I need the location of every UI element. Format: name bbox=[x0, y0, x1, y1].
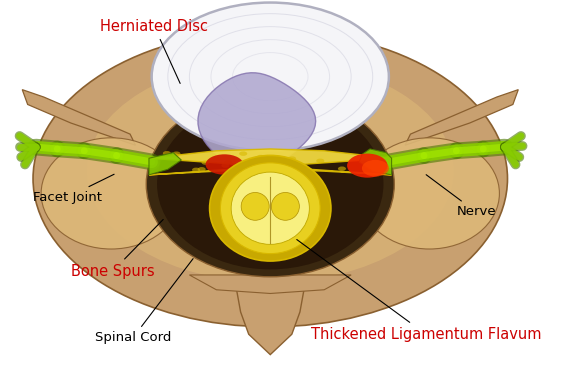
Ellipse shape bbox=[151, 3, 389, 151]
Ellipse shape bbox=[359, 138, 499, 249]
Ellipse shape bbox=[222, 163, 230, 168]
Ellipse shape bbox=[157, 99, 383, 269]
Ellipse shape bbox=[146, 92, 394, 277]
Ellipse shape bbox=[87, 60, 454, 282]
Ellipse shape bbox=[289, 167, 298, 172]
Ellipse shape bbox=[362, 160, 389, 177]
Polygon shape bbox=[235, 282, 305, 355]
Ellipse shape bbox=[201, 160, 209, 165]
Polygon shape bbox=[405, 90, 519, 145]
Ellipse shape bbox=[220, 163, 320, 254]
Text: Nerve: Nerve bbox=[426, 175, 496, 218]
Ellipse shape bbox=[347, 154, 387, 178]
Ellipse shape bbox=[231, 172, 309, 244]
Polygon shape bbox=[359, 149, 392, 175]
Ellipse shape bbox=[163, 151, 171, 155]
Ellipse shape bbox=[205, 154, 244, 175]
Ellipse shape bbox=[33, 31, 508, 327]
Ellipse shape bbox=[338, 167, 346, 171]
Ellipse shape bbox=[291, 168, 299, 172]
Polygon shape bbox=[149, 153, 182, 175]
Ellipse shape bbox=[367, 154, 375, 159]
Polygon shape bbox=[198, 73, 316, 170]
Ellipse shape bbox=[316, 158, 324, 163]
Ellipse shape bbox=[271, 192, 299, 220]
Ellipse shape bbox=[286, 170, 294, 174]
Ellipse shape bbox=[41, 138, 182, 249]
Ellipse shape bbox=[209, 155, 331, 261]
Ellipse shape bbox=[288, 156, 296, 161]
Text: Herniated Disc: Herniated Disc bbox=[100, 19, 208, 83]
Polygon shape bbox=[22, 90, 136, 145]
Ellipse shape bbox=[239, 151, 247, 156]
Ellipse shape bbox=[192, 168, 200, 172]
Ellipse shape bbox=[198, 167, 206, 171]
Ellipse shape bbox=[257, 155, 265, 159]
Text: Facet Joint: Facet Joint bbox=[33, 174, 114, 203]
Ellipse shape bbox=[241, 192, 269, 220]
Ellipse shape bbox=[252, 165, 260, 169]
Text: Bone Spurs: Bone Spurs bbox=[71, 219, 163, 279]
Polygon shape bbox=[149, 149, 392, 175]
Text: Spinal Cord: Spinal Cord bbox=[95, 259, 193, 344]
Text: Thickened Ligamentum Flavum: Thickened Ligamentum Flavum bbox=[297, 240, 541, 342]
Ellipse shape bbox=[171, 153, 179, 158]
Polygon shape bbox=[190, 275, 351, 294]
Ellipse shape bbox=[224, 160, 232, 164]
Ellipse shape bbox=[172, 151, 180, 156]
